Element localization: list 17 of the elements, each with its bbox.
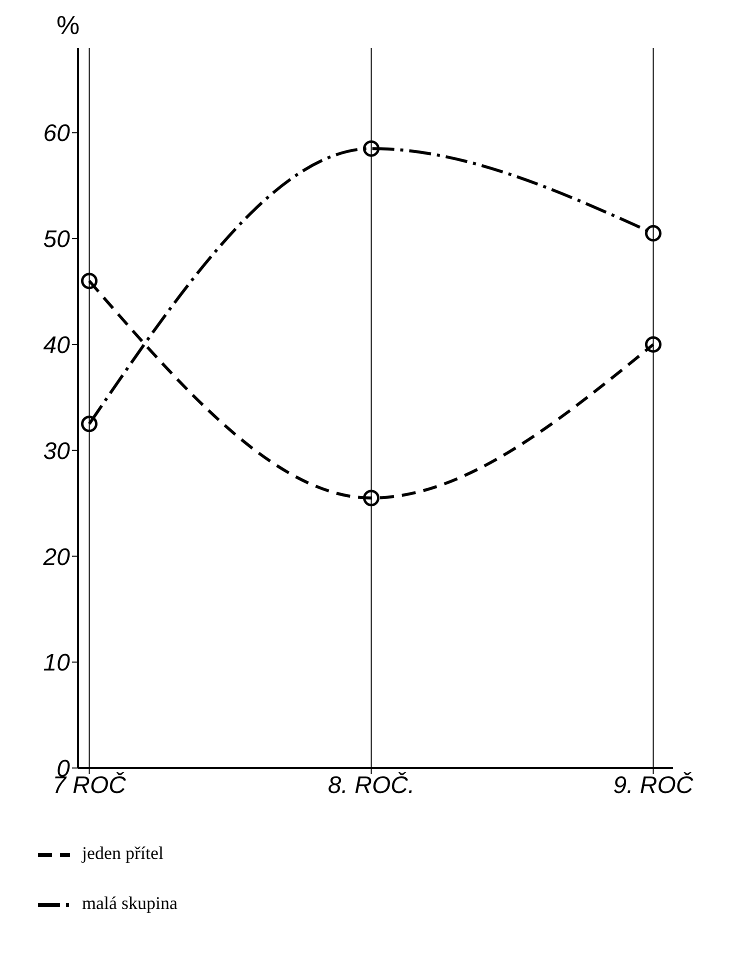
y-tick-label: 30: [43, 438, 71, 465]
legend-label: malá skupina: [82, 893, 178, 913]
y-tick-label: 40: [43, 332, 71, 359]
point: [81, 272, 98, 290]
y-tick-label: 20: [42, 544, 71, 571]
legend-label: jeden přítel: [82, 843, 164, 863]
y-axis-title: %: [56, 10, 80, 40]
x-tick-label: 8. ROČ.: [328, 772, 415, 800]
x-tick-label: 9. ROČ: [613, 772, 694, 800]
point: [645, 225, 662, 242]
y-tick-label: 60: [43, 120, 71, 148]
y-tick-label: 10: [43, 650, 71, 677]
point: [645, 336, 662, 353]
y-tick-label: 50: [43, 226, 71, 254]
point: [363, 490, 380, 506]
point: [363, 140, 380, 157]
point: [81, 416, 98, 432]
